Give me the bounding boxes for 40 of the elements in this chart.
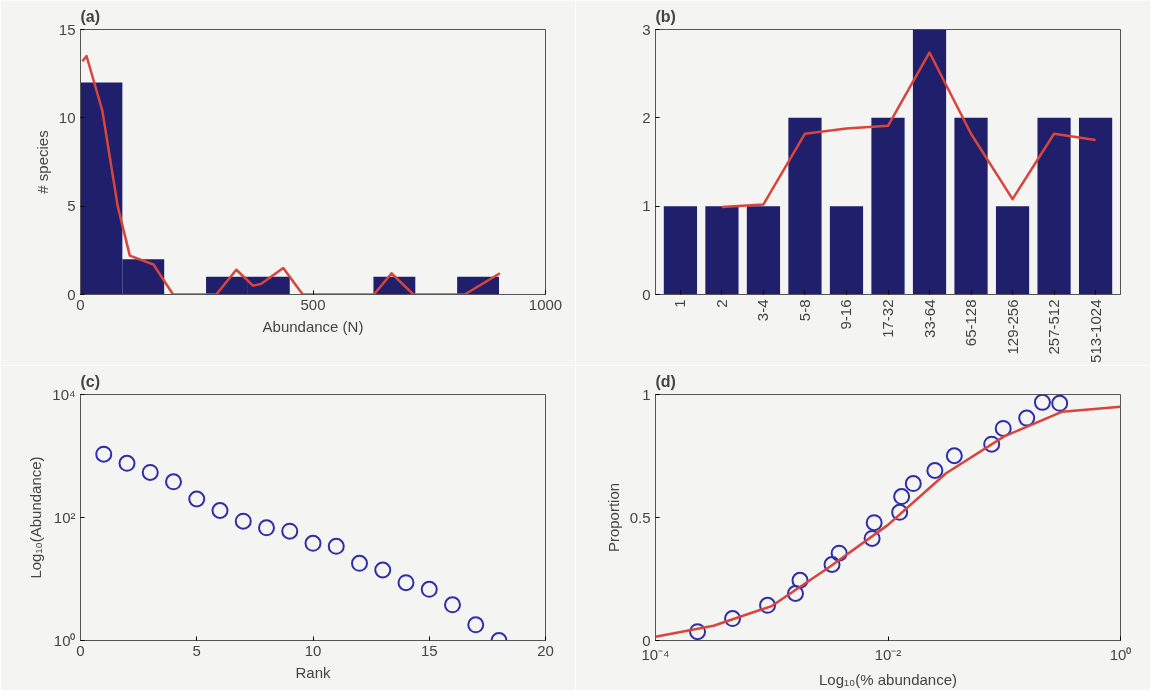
- x-tick-label: 257-512: [1045, 299, 1063, 355]
- y-tick-label: 15: [58, 20, 76, 38]
- x-tick-label: 10: [304, 641, 322, 659]
- x-tick-label: 129-256: [1003, 299, 1021, 355]
- x-tick-label: 500: [300, 295, 326, 313]
- y-tick-label: 10⁴: [52, 386, 76, 403]
- chart-title: (b): [655, 7, 676, 25]
- x-tick-label: 10⁻⁴: [641, 645, 670, 663]
- x-tick-label: 33-64: [920, 299, 938, 338]
- chart-title: (d): [655, 372, 676, 390]
- x-tick-label: 10⁻²: [874, 645, 902, 663]
- x-tick-label: 15: [420, 641, 438, 659]
- x-tick-label: 2: [712, 299, 730, 308]
- y-tick-label: 5: [67, 197, 76, 215]
- x-tick-label: 17-32: [879, 299, 896, 338]
- x-tick-label: 20: [537, 641, 554, 659]
- y-tick-label: 2: [642, 108, 651, 126]
- y-axis-title: Proportion: [604, 482, 622, 553]
- y-tick-label: 3: [642, 20, 651, 38]
- chart-title: (a): [80, 7, 101, 25]
- x-axis-title: Log₁₀(% abundance): [818, 670, 958, 688]
- x-tick-label: 1: [671, 299, 689, 308]
- x-tick-label: 65-128: [962, 299, 980, 347]
- x-axis-title: Abundance (N): [262, 317, 364, 335]
- x-axis-title: Rank: [295, 663, 332, 681]
- y-tick-label: 10²: [53, 509, 76, 526]
- y-tick-label: 10: [58, 108, 76, 126]
- x-tick-label: 5: [192, 641, 201, 659]
- x-tick-label: 1000: [528, 295, 563, 313]
- y-tick-label: 1: [642, 197, 651, 215]
- chart-title: (c): [80, 372, 101, 390]
- y-axis-title: # species: [33, 130, 51, 194]
- x-tick-label: 10⁰: [1109, 645, 1132, 663]
- y-tick-label: 1: [642, 385, 651, 403]
- x-tick-label: 9-16: [837, 299, 855, 330]
- y-axis-title: Log₁₀(Abundance): [27, 456, 45, 579]
- x-tick-label: 5-8: [795, 299, 813, 322]
- y-tick-label: 0.5: [629, 508, 651, 526]
- x-tick-label: 513-1024: [1086, 299, 1104, 363]
- x-tick-label: 3-4: [754, 299, 772, 322]
